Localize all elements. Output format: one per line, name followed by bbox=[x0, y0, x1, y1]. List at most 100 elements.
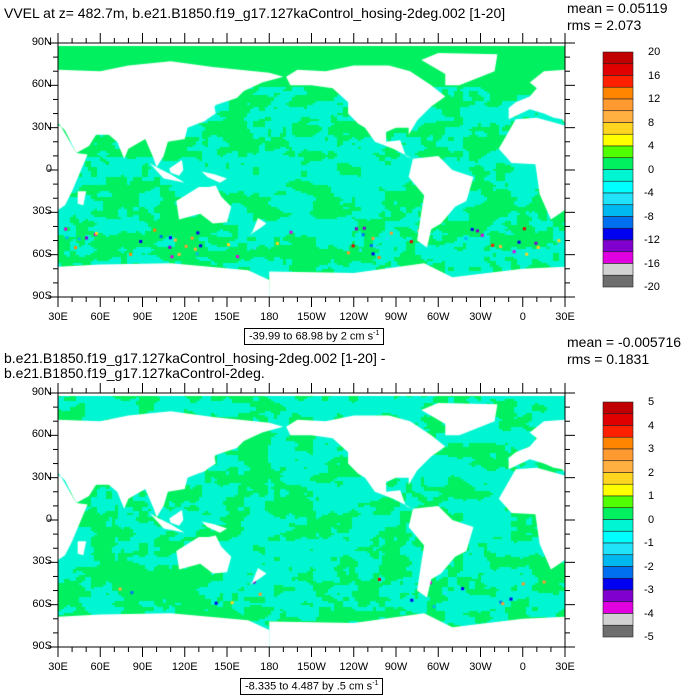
colorbar-box bbox=[602, 413, 634, 426]
colorbar-label: -5 bbox=[644, 631, 654, 643]
colorbar-box bbox=[602, 169, 634, 182]
colorbar-box bbox=[602, 519, 634, 532]
panel-2-range-info: -8.335 to 4.487 by .5 cm s-1 bbox=[240, 678, 384, 695]
y-tick-label: 0 bbox=[45, 163, 52, 175]
panel-2-title: b.e21.B1850.f19_g17.127kaControl_hosing-… bbox=[4, 350, 386, 381]
panel-2-range-text: -8.335 to 4.487 by .5 cm s bbox=[245, 680, 373, 693]
colorbar-box bbox=[602, 554, 634, 567]
colorbar-box bbox=[602, 425, 634, 438]
colorbar-label: 0 bbox=[648, 163, 655, 176]
y-tick-label: 0 bbox=[45, 513, 52, 525]
colorbar-box bbox=[602, 436, 634, 450]
colorbar-box bbox=[602, 180, 634, 194]
colorbar-box bbox=[602, 192, 634, 206]
panel-1-map-field bbox=[58, 43, 565, 297]
y-tick-label: 60S bbox=[32, 597, 52, 610]
x-tick-label: 120W bbox=[339, 311, 369, 323]
colorbar-label: 3 bbox=[648, 443, 655, 455]
colorbar-box bbox=[602, 448, 634, 462]
x-tick-label: 150E bbox=[214, 311, 240, 323]
y-tick-label: 90N bbox=[31, 36, 52, 48]
colorbar-box bbox=[602, 75, 634, 88]
colorbar-label: -8 bbox=[644, 210, 654, 223]
colorbar-box bbox=[602, 530, 634, 544]
colorbar-box bbox=[602, 577, 634, 591]
x-tick-label: 30E bbox=[48, 311, 68, 323]
colorbar-label: 0 bbox=[648, 513, 655, 526]
y-tick-label: 90S bbox=[32, 640, 52, 652]
x-tick-label: 90W bbox=[384, 661, 408, 673]
colorbar-label: -1 bbox=[644, 537, 654, 549]
colorbar-box bbox=[602, 624, 634, 638]
x-tick-label: 30W bbox=[469, 661, 492, 673]
colorbar-box bbox=[602, 507, 634, 520]
x-tick-label: 150E bbox=[214, 661, 240, 673]
panel-1-frame bbox=[57, 42, 566, 298]
panel-1-unit-exponent: -1 bbox=[373, 330, 380, 337]
colorbar-label: -16 bbox=[644, 257, 660, 270]
panel-1-range-info: -39.99 to 68.98 by 2 cm s-1 bbox=[244, 328, 385, 345]
panel-2-unit-exponent: -1 bbox=[372, 680, 379, 687]
x-tick-label: 30W bbox=[469, 311, 492, 323]
x-tick-label: 0 bbox=[519, 311, 526, 323]
x-tick-label: 180 bbox=[260, 311, 279, 323]
colorbar-box bbox=[602, 460, 634, 473]
colorbar-box bbox=[602, 472, 634, 485]
x-tick-label: 30E bbox=[555, 311, 575, 323]
panel-2-frame bbox=[57, 392, 566, 648]
y-tick-label: 90N bbox=[31, 386, 52, 398]
x-tick-label: 120E bbox=[171, 661, 198, 673]
colorbar-box bbox=[602, 613, 634, 626]
colorbar-label: 8 bbox=[648, 116, 655, 129]
x-tick-label: 60W bbox=[426, 661, 450, 673]
colorbar-box bbox=[602, 263, 634, 276]
x-tick-label: 120E bbox=[171, 311, 198, 323]
colorbar-label: -12 bbox=[644, 234, 660, 246]
colorbar-box bbox=[602, 495, 634, 509]
x-tick-label: 30E bbox=[48, 661, 68, 673]
colorbar-label: 12 bbox=[648, 93, 661, 105]
colorbar-label: 2 bbox=[648, 466, 655, 479]
panel-1-mean: mean = 0.05119 bbox=[567, 0, 668, 16]
colorbar-box bbox=[602, 204, 634, 217]
colorbar-box bbox=[602, 589, 634, 603]
colorbar-box bbox=[602, 133, 634, 147]
y-tick-label: 30N bbox=[31, 470, 52, 483]
colorbar-box bbox=[602, 51, 634, 65]
x-tick-label: 0 bbox=[519, 661, 526, 673]
colorbar-label: -2 bbox=[644, 560, 654, 573]
colorbar-box bbox=[602, 227, 634, 241]
panel-2-rms: rms = 0.1831 bbox=[567, 351, 650, 367]
colorbar-label: -3 bbox=[644, 584, 654, 596]
x-tick-label: 90E bbox=[132, 311, 153, 323]
panel-2-mean: mean = -0.005716 bbox=[567, 334, 682, 350]
colorbar-label: -20 bbox=[644, 281, 660, 293]
colorbar-box bbox=[602, 122, 634, 135]
colorbar-box bbox=[602, 157, 634, 170]
x-tick-label: 90W bbox=[384, 311, 408, 323]
colorbar-box bbox=[602, 98, 634, 112]
colorbar-box bbox=[602, 251, 634, 264]
x-tick-label: 150W bbox=[297, 661, 326, 673]
colorbar-box bbox=[602, 274, 634, 288]
colorbar-box bbox=[602, 566, 634, 579]
y-tick-label: 60N bbox=[31, 78, 52, 91]
colorbar-label: 16 bbox=[648, 69, 661, 82]
x-tick-label: 60E bbox=[90, 311, 111, 323]
x-tick-label: 180 bbox=[260, 661, 279, 673]
colorbar-label: -4 bbox=[644, 607, 654, 620]
colorbar-box bbox=[602, 110, 634, 123]
colorbar-label: 4 bbox=[648, 140, 655, 152]
colorbar-box bbox=[602, 401, 634, 415]
colorbar-label: 5 bbox=[648, 396, 655, 408]
panel-1-title: VVEL at z= 482.7m, b.e21.B1850.f19_g17.1… bbox=[4, 5, 506, 21]
y-tick-label: 30N bbox=[31, 120, 52, 133]
y-tick-label: 60S bbox=[32, 247, 52, 260]
x-tick-label: 60W bbox=[426, 311, 450, 323]
colorbar-box bbox=[602, 483, 634, 497]
colorbar-label: 4 bbox=[648, 419, 655, 432]
colorbar-label: 1 bbox=[648, 490, 655, 502]
colorbar-box bbox=[602, 86, 634, 100]
